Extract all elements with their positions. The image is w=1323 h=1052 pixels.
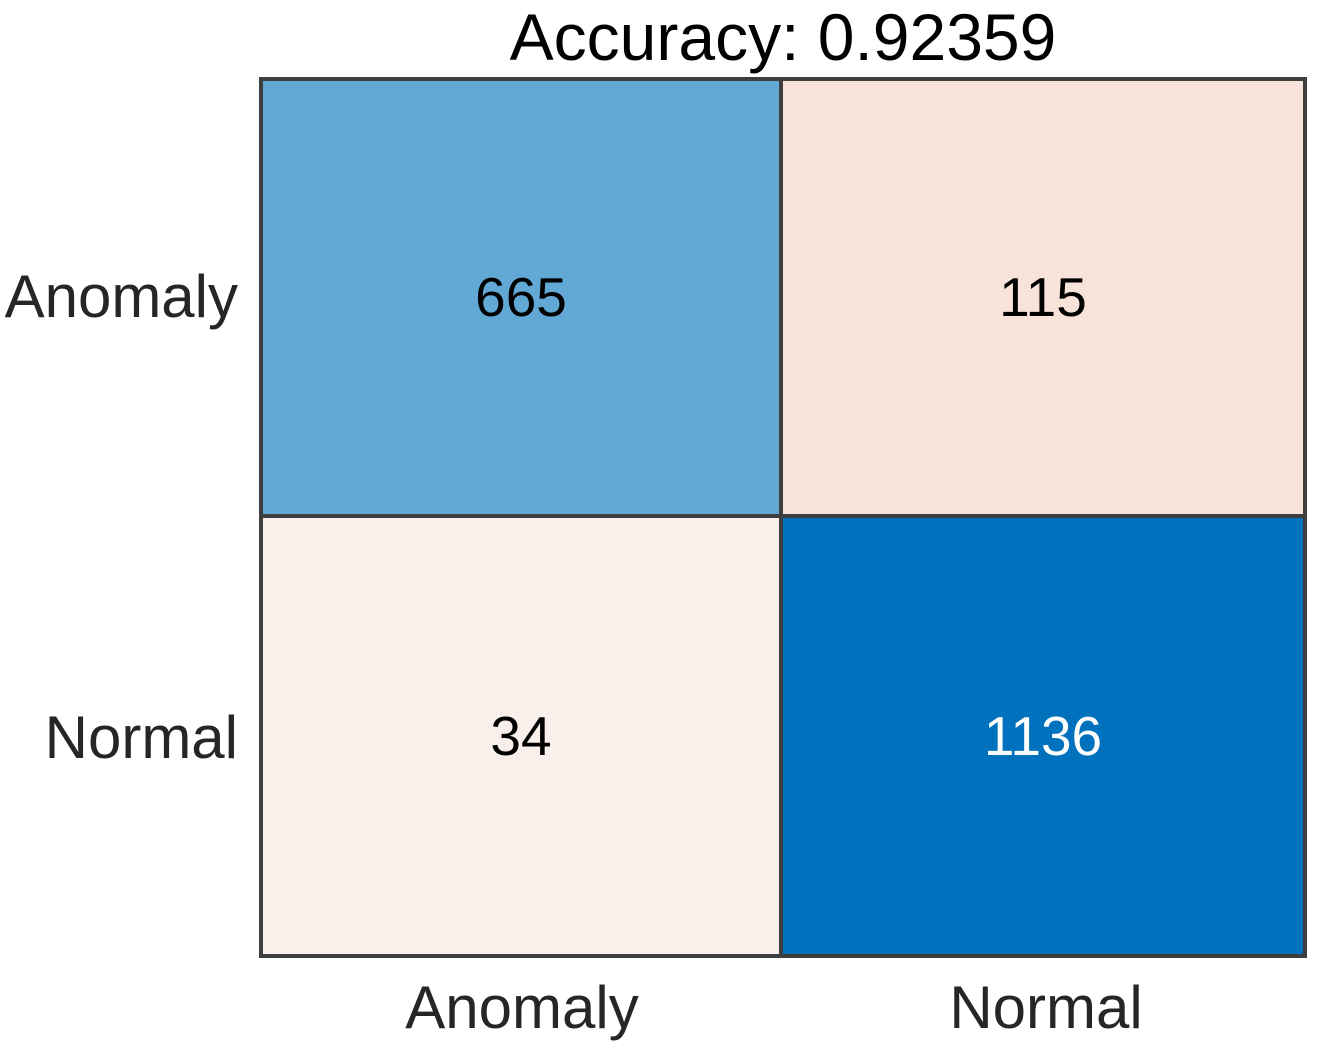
cell-true-normal-pred-anomaly: 34 xyxy=(263,517,783,954)
cell-true-anomaly-pred-normal: 115 xyxy=(783,81,1303,518)
cell-true-anomaly-pred-anomaly: 665 xyxy=(263,81,783,518)
cell-true-normal-pred-normal: 1136 xyxy=(783,517,1303,954)
y-tick-label-anomaly: Anomaly xyxy=(4,263,238,330)
x-tick-label-normal: Normal xyxy=(949,974,1143,1041)
chart-title: Accuracy: 0.92359 xyxy=(509,0,1057,74)
y-tick-label-normal: Normal xyxy=(44,704,238,771)
confusion-matrix-grid: 665 115 34 1136 xyxy=(259,77,1307,958)
x-tick-label-anomaly: Anomaly xyxy=(405,974,639,1041)
